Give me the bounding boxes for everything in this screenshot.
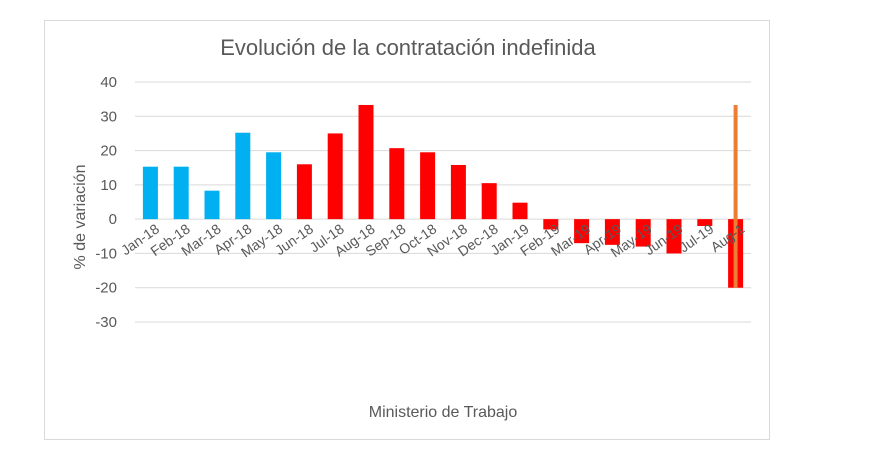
y-tick-label: 0 bbox=[109, 211, 117, 228]
bar bbox=[142, 166, 158, 220]
x-axis-category-labels: Jan-18Feb-18Mar-18Apr-18May-18Jun-18Jul-… bbox=[118, 220, 748, 260]
bar bbox=[666, 219, 682, 254]
y-tick-label: 10 bbox=[100, 177, 117, 194]
gridlines bbox=[135, 81, 751, 323]
bar bbox=[635, 219, 651, 247]
bar bbox=[235, 132, 251, 220]
bar bbox=[604, 219, 620, 245]
y-tick-label: -10 bbox=[95, 245, 117, 262]
bar bbox=[697, 219, 713, 226]
bars bbox=[142, 104, 744, 288]
bar bbox=[420, 152, 436, 220]
bar bbox=[204, 190, 220, 220]
source-annotation: Ministerio de Trabajo bbox=[369, 404, 518, 421]
bar bbox=[450, 164, 466, 220]
y-tick-label: -30 bbox=[95, 314, 117, 331]
bar bbox=[327, 133, 343, 220]
chart-title: Evolución de la contratación indefinida bbox=[220, 35, 596, 60]
x-tick-label: Jul-19 bbox=[676, 220, 717, 255]
bar bbox=[358, 104, 374, 220]
y-tick-label: 40 bbox=[100, 74, 117, 91]
y-tick-label: 30 bbox=[100, 108, 117, 125]
y-tick-label: 20 bbox=[100, 143, 117, 160]
chart-frame: Evolución de la contratación indefinida … bbox=[44, 20, 770, 440]
y-axis-ticks: 40 30 20 10 0 -10 -20 -30 bbox=[95, 74, 117, 331]
bar-chart: Evolución de la contratación indefinida … bbox=[72, 35, 751, 421]
bar bbox=[574, 219, 590, 244]
bar bbox=[173, 166, 189, 220]
bar bbox=[481, 183, 497, 220]
y-axis-title: % de variación bbox=[72, 165, 89, 270]
y-tick-label: -20 bbox=[95, 280, 117, 297]
bar bbox=[543, 219, 559, 230]
bar bbox=[389, 148, 405, 220]
bar bbox=[512, 202, 528, 220]
bar bbox=[296, 164, 312, 220]
bar bbox=[266, 152, 282, 220]
